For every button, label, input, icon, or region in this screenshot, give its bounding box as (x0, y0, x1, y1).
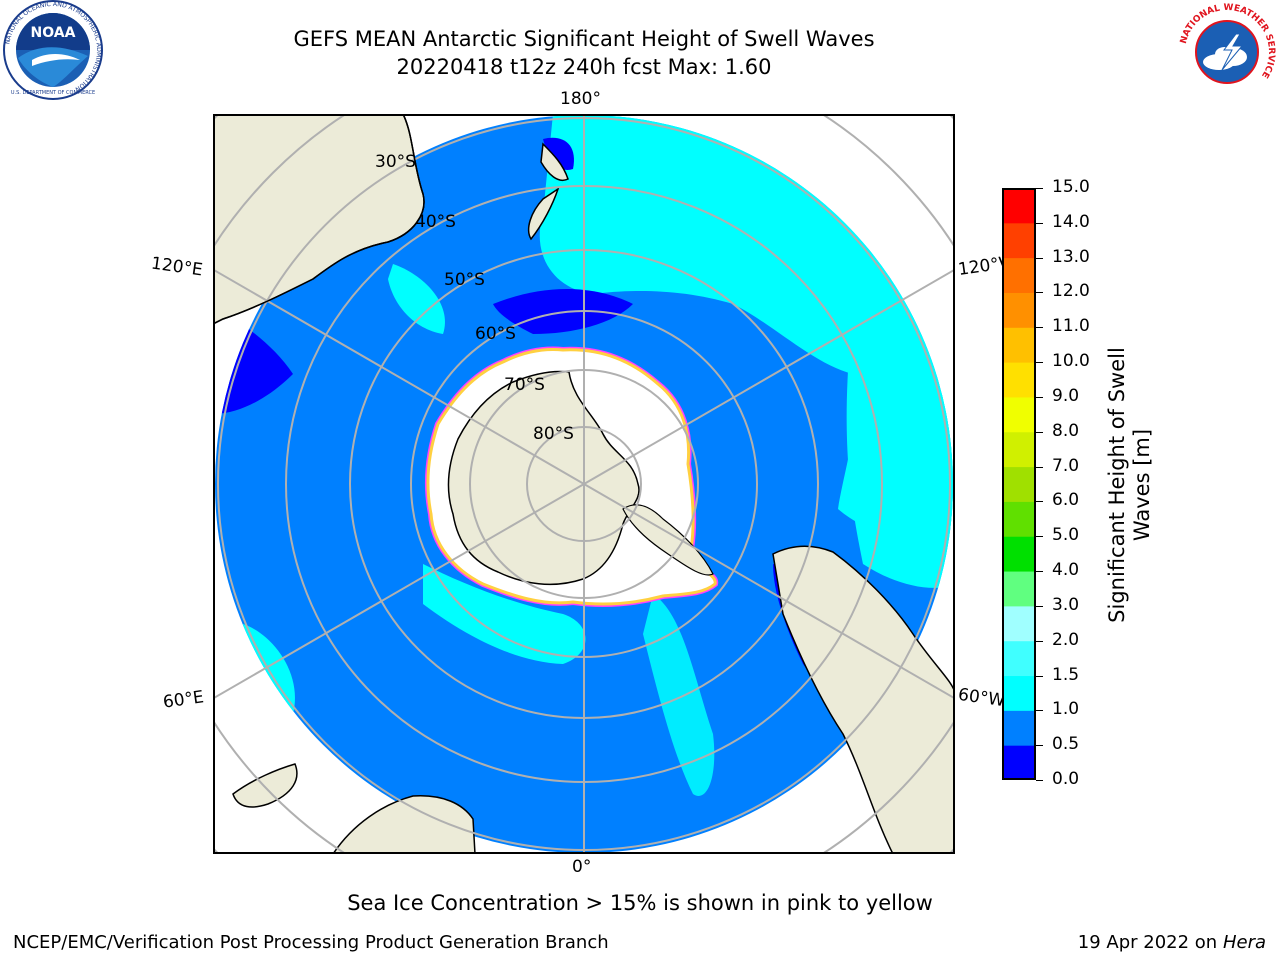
colorbar-tick-label: 13.0 (1052, 246, 1090, 267)
nws-logo: NATIONAL WEATHER SERVICE (1176, 0, 1278, 100)
colorbar-swatch (1002, 675, 1036, 711)
swell-region-indian-ocean (423, 564, 586, 664)
colorbar-swatch (1002, 536, 1036, 572)
colorbar-tick-mark (1036, 710, 1043, 712)
colorbar-tick-label: 1.0 (1052, 699, 1080, 720)
colorbar-tick-mark (1036, 605, 1043, 607)
lon-label-120e: 120°E (149, 253, 204, 281)
colorbar-swatch (1002, 640, 1036, 677)
colorbar-tick-mark (1036, 640, 1043, 642)
colorbar-tick-mark (1036, 396, 1043, 398)
colorbar-tick-label: 5.0 (1052, 525, 1080, 546)
calm-region-nz (543, 137, 574, 170)
colorbar-swatch (1002, 188, 1036, 224)
lon-label-180: 180° (560, 89, 601, 109)
colorbar-swatch (1002, 501, 1036, 537)
lat-label-50s: 50°S (444, 270, 485, 290)
lat-label-70s: 70°S (504, 375, 545, 395)
footer-date-text: 19 Apr 2022 on (1077, 932, 1223, 953)
noaa-logo: NOAA NATIONAL OCEANIC AND ATMOSPHERIC AD… (2, 0, 104, 100)
polar-map (213, 114, 955, 854)
swell-region-south-atlantic (643, 594, 715, 796)
africa-landmass (332, 795, 476, 854)
colorbar-tick-label: 0.0 (1052, 769, 1080, 789)
lat-label-60s: 60°S (475, 324, 516, 344)
colorbar-tick-mark (1036, 327, 1043, 329)
noaa-bottom-text: U.S. DEPARTMENT OF COMMERCE (11, 90, 95, 96)
colorbar-tick-label: 4.0 (1052, 560, 1080, 581)
map-title: GEFS MEAN Antarctic Significant Height o… (293, 27, 875, 51)
colorbar-tick-label: 11.0 (1052, 316, 1090, 337)
colorbar-swatch (1002, 257, 1036, 293)
colorbar-tick-mark (1036, 257, 1043, 259)
colorbar-tick-mark (1036, 222, 1043, 224)
colorbar-swatch (1002, 466, 1036, 502)
colorbar-tick-mark (1036, 571, 1043, 573)
colorbar-tick-mark (1036, 675, 1043, 677)
lat-label-80s: 80°S (533, 424, 574, 444)
colorbar-swatch (1002, 571, 1036, 607)
colorbar (1002, 188, 1036, 781)
footer-date: 19 Apr 2022 on Hera (1078, 932, 1266, 953)
madagascar-landmass (232, 763, 298, 808)
footer-host: Hera (1222, 932, 1266, 953)
colorbar-tick-mark (1036, 188, 1043, 189)
new-zealand-north-island (540, 142, 569, 181)
colorbar-tick-label: 3.0 (1052, 594, 1080, 615)
map-subtitle: 20220418 t12z 240h fcst Max: 1.60 (396, 55, 772, 79)
colorbar-tick-mark (1036, 780, 1043, 781)
antarctic-peninsula (622, 504, 714, 576)
colorbar-swatch (1002, 605, 1036, 642)
noaa-logo-label: NOAA (31, 25, 76, 41)
colorbar-tick-label: 6.0 (1052, 490, 1080, 511)
colorbar-label: Significant Height of Swell Waves [m] (1105, 285, 1155, 685)
footer-credit: NCEP/EMC/Verification Post Processing Pr… (13, 932, 609, 953)
colorbar-tick-label: 9.0 (1052, 385, 1080, 406)
swell-region-tasman (388, 264, 445, 334)
colorbar-label-line1: Significant Height of Swell (1105, 347, 1129, 623)
lat-label-30s: 30°S (375, 152, 416, 172)
colorbar-tick-mark (1036, 501, 1043, 503)
colorbar-tick-label: 15.0 (1052, 177, 1090, 197)
lat-label-40s: 40°S (415, 212, 456, 232)
lon-label-60e: 60°E (161, 687, 206, 713)
sea-ice-note: Sea Ice Concentration > 15% is shown in … (347, 891, 933, 915)
colorbar-swatch (1002, 362, 1036, 398)
colorbar-label-line2: Waves [m] (1130, 428, 1154, 542)
colorbar-tick-label: 14.0 (1052, 211, 1090, 232)
colorbar-swatch (1002, 396, 1036, 433)
lon-label-60w: 60°W (956, 684, 1007, 712)
swell-region-east-pacific (846, 314, 953, 588)
colorbar-tick-label: 8.0 (1052, 420, 1080, 441)
new-zealand-south-island (527, 187, 560, 241)
graticule (213, 114, 955, 854)
colorbar-tick-mark (1036, 745, 1043, 747)
colorbar-tick-label: 2.0 (1052, 629, 1080, 650)
colorbar-swatch (1002, 710, 1036, 746)
colorbar-tick-label: 0.5 (1052, 734, 1080, 755)
colorbar-tick-label: 10.0 (1052, 351, 1090, 372)
colorbar-tick-label: 1.5 (1052, 664, 1080, 685)
colorbar-tick-mark (1036, 536, 1043, 538)
colorbar-tick-mark (1036, 362, 1043, 364)
lon-label-0: 0° (572, 857, 592, 877)
colorbar-tick-label: 7.0 (1052, 455, 1080, 476)
colorbar-swatch (1002, 327, 1036, 363)
colorbar-swatch (1002, 292, 1036, 328)
colorbar-tick-label: 12.0 (1052, 281, 1090, 302)
colorbar-swatch (1002, 745, 1036, 781)
colorbar-swatch (1002, 222, 1036, 259)
colorbar-tick-mark (1036, 431, 1043, 433)
colorbar-swatches (1002, 188, 1036, 781)
antarctica-landmass (447, 370, 640, 586)
colorbar-tick-mark (1036, 292, 1043, 294)
colorbar-tick-mark (1036, 466, 1043, 468)
colorbar-swatch (1002, 431, 1036, 468)
